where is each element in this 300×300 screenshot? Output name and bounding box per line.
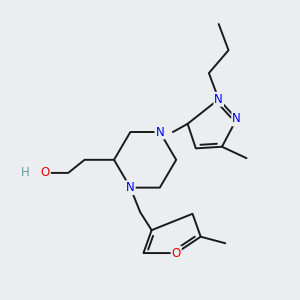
Text: O: O: [41, 167, 50, 179]
Text: O: O: [172, 247, 181, 260]
Text: N: N: [232, 112, 241, 125]
Text: H: H: [21, 167, 30, 179]
Text: N: N: [214, 93, 223, 106]
Text: N: N: [155, 125, 164, 139]
Text: N: N: [126, 181, 135, 194]
